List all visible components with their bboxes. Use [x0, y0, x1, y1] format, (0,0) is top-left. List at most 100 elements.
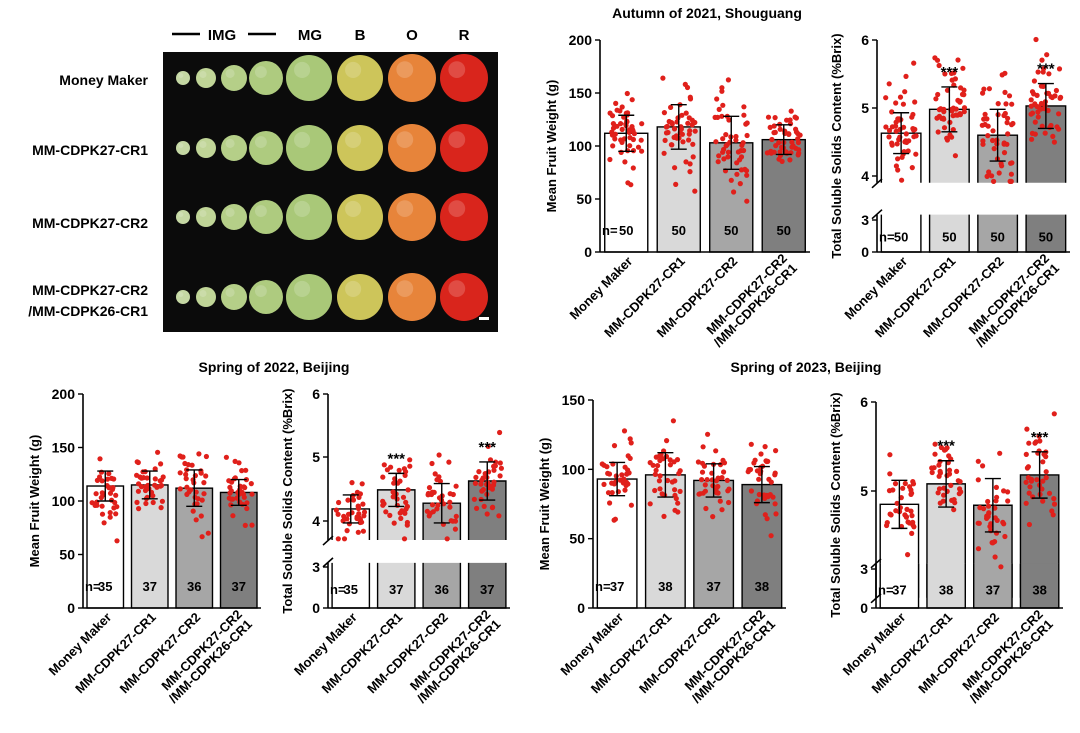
fruit-highlight [345, 200, 362, 217]
data-point [612, 136, 618, 142]
data-point [635, 144, 642, 150]
data-point [790, 143, 796, 149]
data-point [1038, 106, 1044, 112]
data-point [772, 472, 778, 478]
data-point [716, 106, 722, 112]
data-point [152, 476, 158, 482]
data-point [158, 505, 164, 511]
n-prefix: n= [330, 582, 346, 597]
fruit-highlight [345, 61, 362, 78]
data-point [426, 485, 433, 491]
data-point [94, 477, 100, 483]
data-point [999, 163, 1005, 169]
data-point [639, 148, 645, 154]
data-point [702, 488, 709, 494]
y-tick-label: 100 [562, 461, 586, 477]
data-point [1026, 521, 1032, 528]
data-point [675, 115, 681, 121]
category-label: MM-CDPK27-CR1 [72, 610, 159, 697]
scale-bar [479, 317, 489, 320]
data-point [692, 119, 698, 126]
y-tick-label: 100 [569, 138, 593, 154]
data-point [473, 474, 479, 480]
data-point [621, 476, 627, 482]
tomato-fruit [176, 71, 190, 85]
data-point [795, 152, 801, 158]
data-point [1028, 111, 1034, 117]
data-point [622, 159, 628, 165]
n-prefix: n= [879, 229, 895, 244]
axis-break-mark [871, 209, 883, 220]
data-point [614, 107, 620, 113]
data-point [1049, 508, 1055, 514]
data-point [613, 473, 619, 479]
data-point [934, 57, 941, 63]
data-point [944, 445, 950, 451]
fruit-highlight [448, 131, 466, 149]
data-point [787, 157, 793, 163]
sample-size: 50 [990, 229, 1004, 244]
category-label: MM-CDPK27-CR2/MM-CDPK26-CR1 [963, 251, 1062, 350]
data-point [647, 501, 653, 507]
data-point [1043, 454, 1049, 460]
sample-size: 37 [610, 579, 624, 594]
data-point [692, 188, 698, 194]
data-point [484, 511, 490, 517]
data-point [893, 123, 899, 129]
data-point [472, 480, 478, 486]
y-axis-title: Mean Fruit Weight (g) [544, 80, 559, 213]
fruit-highlight [448, 61, 466, 78]
data-point [1025, 475, 1031, 481]
data-point [884, 520, 890, 526]
data-point [685, 120, 691, 126]
data-point [671, 126, 678, 132]
data-point [720, 136, 726, 142]
data-point [679, 112, 685, 118]
data-point [134, 499, 140, 505]
axis-break-mark [322, 535, 334, 546]
data-point [657, 473, 663, 479]
data-point [981, 116, 987, 122]
stage-label: IMG [208, 27, 236, 44]
y-tick-label: 50 [576, 191, 592, 207]
data-point [407, 463, 413, 469]
data-point [447, 491, 453, 497]
y-tick-label: 150 [569, 85, 593, 101]
data-point [705, 431, 711, 437]
stage-label: B [355, 27, 366, 44]
sample-size: 38 [939, 582, 953, 597]
data-point [946, 467, 953, 473]
data-point [230, 513, 236, 519]
tomato-fruit [196, 287, 216, 307]
sample-size: 50 [724, 223, 738, 238]
sample-size: 50 [777, 223, 791, 238]
data-point [390, 489, 396, 495]
data-point [673, 495, 679, 502]
data-point [990, 137, 996, 144]
data-point [1050, 133, 1056, 139]
y-axis-title: Total Soluble Solids Content (%Brix) [829, 33, 844, 258]
data-point [383, 509, 389, 515]
data-point [908, 508, 914, 514]
data-point [241, 484, 247, 490]
data-point [909, 165, 915, 171]
data-point [897, 94, 904, 100]
data-point [892, 481, 899, 487]
n-prefix: n= [595, 579, 611, 594]
data-point [661, 513, 667, 520]
data-point [721, 469, 727, 475]
data-point [905, 148, 911, 154]
data-point [432, 471, 438, 477]
data-point [242, 522, 248, 529]
stage-label: MG [298, 27, 322, 44]
data-point [624, 471, 630, 477]
y-tick-label: 6 [312, 386, 320, 402]
data-point [720, 102, 726, 108]
tomato-fruit [286, 55, 332, 101]
y-tick-label: 50 [59, 547, 75, 563]
y-tick-label: 3 [861, 212, 869, 228]
data-point [627, 143, 633, 149]
y-tick-label: 200 [52, 386, 76, 402]
data-point [911, 134, 917, 140]
